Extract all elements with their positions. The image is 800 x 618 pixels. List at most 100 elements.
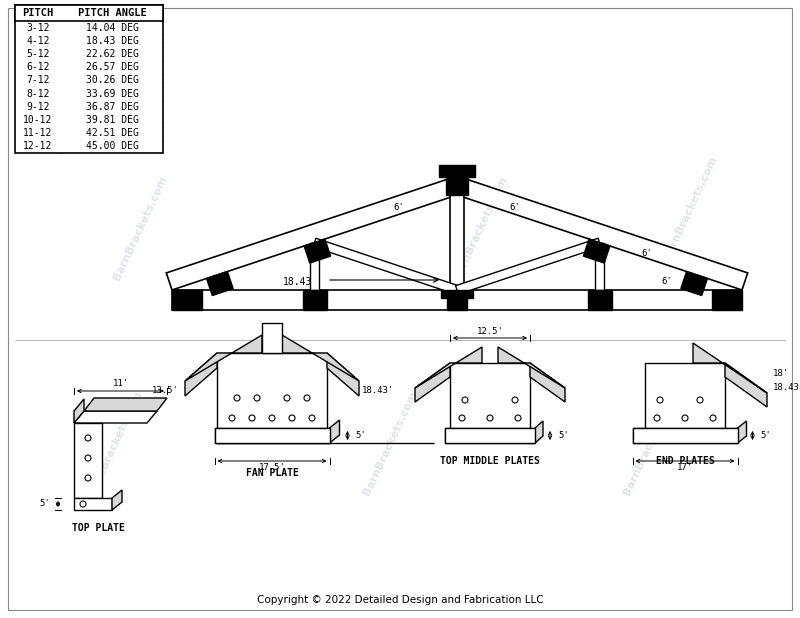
Text: BarnBrackets.com: BarnBrackets.com <box>362 389 418 497</box>
Text: 9-12: 9-12 <box>26 102 50 112</box>
Bar <box>450 195 464 290</box>
Polygon shape <box>441 290 473 310</box>
Text: 17': 17' <box>677 464 693 473</box>
Text: 5-12: 5-12 <box>26 49 50 59</box>
Text: BarnBrackets.com: BarnBrackets.com <box>86 389 143 497</box>
Polygon shape <box>712 290 742 310</box>
Polygon shape <box>725 363 767 407</box>
Text: 5': 5' <box>761 431 771 440</box>
Text: 17.5': 17.5' <box>258 464 286 473</box>
Text: 5': 5' <box>39 499 50 509</box>
Bar <box>15 5 163 153</box>
Text: 12-12: 12-12 <box>23 142 53 151</box>
Text: BarnBrackets.com: BarnBrackets.com <box>451 174 509 282</box>
Polygon shape <box>681 271 707 295</box>
Text: 18.43': 18.43' <box>773 384 800 392</box>
Polygon shape <box>439 165 474 195</box>
Bar <box>172 290 742 310</box>
Circle shape <box>697 397 703 403</box>
Circle shape <box>462 397 468 403</box>
Text: 18.43': 18.43' <box>362 386 394 395</box>
Polygon shape <box>595 242 604 290</box>
Polygon shape <box>206 271 233 295</box>
Text: BarnBrackets.com: BarnBrackets.com <box>111 174 169 282</box>
Polygon shape <box>415 347 482 388</box>
Circle shape <box>304 395 310 401</box>
Text: 3-12: 3-12 <box>26 23 50 33</box>
Polygon shape <box>645 363 725 428</box>
Text: 18.43 DEG: 18.43 DEG <box>86 36 138 46</box>
Text: 7-12: 7-12 <box>26 75 50 85</box>
Text: 6': 6' <box>662 277 672 287</box>
Circle shape <box>229 415 235 421</box>
Circle shape <box>289 415 295 421</box>
Polygon shape <box>587 290 611 310</box>
Text: 6': 6' <box>394 203 404 211</box>
Text: 14.04 DEG: 14.04 DEG <box>86 23 138 33</box>
Circle shape <box>654 415 660 421</box>
Circle shape <box>254 395 260 401</box>
Polygon shape <box>327 353 359 396</box>
Polygon shape <box>74 399 84 423</box>
Bar <box>633 428 738 443</box>
Circle shape <box>657 397 663 403</box>
Polygon shape <box>112 490 122 510</box>
Polygon shape <box>74 411 157 423</box>
Bar <box>214 428 330 443</box>
Text: 42.51 DEG: 42.51 DEG <box>86 128 138 138</box>
Circle shape <box>85 455 91 461</box>
Polygon shape <box>185 335 262 381</box>
Bar <box>445 428 535 443</box>
Text: 18.43: 18.43 <box>282 277 312 287</box>
Bar <box>633 428 738 443</box>
Polygon shape <box>498 347 565 388</box>
Text: 8-12: 8-12 <box>26 88 50 99</box>
Circle shape <box>512 397 518 403</box>
Circle shape <box>487 415 493 421</box>
Circle shape <box>284 395 290 401</box>
Bar <box>74 423 102 498</box>
Text: END PLATES: END PLATES <box>656 456 714 466</box>
Text: 5': 5' <box>355 431 366 440</box>
Circle shape <box>682 415 688 421</box>
Polygon shape <box>455 238 601 294</box>
Text: PITCH ANGLE: PITCH ANGLE <box>78 8 146 18</box>
Text: 22.62 DEG: 22.62 DEG <box>86 49 138 59</box>
Text: 13.5': 13.5' <box>152 386 179 395</box>
Circle shape <box>80 501 86 507</box>
Polygon shape <box>172 290 202 310</box>
Text: 33.69 DEG: 33.69 DEG <box>86 88 138 99</box>
Text: 6': 6' <box>642 250 652 258</box>
Polygon shape <box>217 353 327 428</box>
Text: 11-12: 11-12 <box>23 128 53 138</box>
Text: 45.00 DEG: 45.00 DEG <box>86 142 138 151</box>
Polygon shape <box>738 421 746 443</box>
Circle shape <box>85 475 91 481</box>
Circle shape <box>234 395 240 401</box>
Bar <box>15 5 163 21</box>
Polygon shape <box>450 363 530 428</box>
Polygon shape <box>313 238 458 294</box>
Polygon shape <box>185 353 217 396</box>
Text: 39.81 DEG: 39.81 DEG <box>86 115 138 125</box>
Bar <box>262 323 282 353</box>
Text: 26.57 DEG: 26.57 DEG <box>86 62 138 72</box>
Text: TOP PLATE: TOP PLATE <box>71 523 125 533</box>
Bar <box>214 428 330 443</box>
Text: 36.87 DEG: 36.87 DEG <box>86 102 138 112</box>
Polygon shape <box>84 398 167 411</box>
Text: BarnBrackets.com: BarnBrackets.com <box>662 154 718 261</box>
Circle shape <box>515 415 521 421</box>
Polygon shape <box>583 239 610 263</box>
Polygon shape <box>74 498 112 510</box>
Text: 6-12: 6-12 <box>26 62 50 72</box>
Polygon shape <box>282 335 359 381</box>
Text: 6': 6' <box>510 203 520 211</box>
Polygon shape <box>310 242 319 290</box>
Text: FAN PLATE: FAN PLATE <box>246 468 298 478</box>
Text: 30.26 DEG: 30.26 DEG <box>86 75 138 85</box>
Circle shape <box>269 415 275 421</box>
Text: BarnBrackets.com: BarnBrackets.com <box>622 389 678 497</box>
Text: PITCH: PITCH <box>22 8 54 18</box>
Text: TOP MIDDLE PLATES: TOP MIDDLE PLATES <box>440 456 540 466</box>
